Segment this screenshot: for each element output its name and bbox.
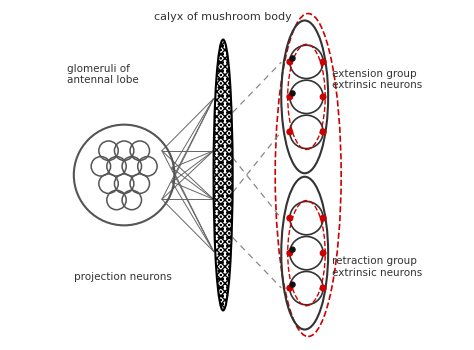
Circle shape — [320, 59, 326, 65]
Circle shape — [290, 91, 295, 96]
Circle shape — [287, 250, 292, 256]
Text: calyx of mushroom body: calyx of mushroom body — [154, 12, 292, 22]
Circle shape — [287, 59, 292, 65]
Ellipse shape — [214, 40, 233, 310]
Text: glomeruli of
antennal lobe: glomeruli of antennal lobe — [67, 64, 138, 85]
Circle shape — [287, 94, 292, 100]
Text: extension group
extrinsic neurons: extension group extrinsic neurons — [332, 69, 422, 90]
Circle shape — [290, 247, 295, 252]
Circle shape — [287, 129, 292, 135]
Circle shape — [287, 215, 292, 221]
Circle shape — [320, 250, 326, 256]
Text: retraction group
extrinsic neurons: retraction group extrinsic neurons — [332, 256, 422, 278]
Circle shape — [320, 129, 326, 135]
Circle shape — [320, 94, 326, 100]
Circle shape — [290, 56, 295, 61]
Text: projection neurons: projection neurons — [74, 272, 172, 282]
Circle shape — [320, 285, 326, 291]
Circle shape — [290, 282, 295, 287]
Circle shape — [287, 285, 292, 291]
Circle shape — [320, 215, 326, 221]
